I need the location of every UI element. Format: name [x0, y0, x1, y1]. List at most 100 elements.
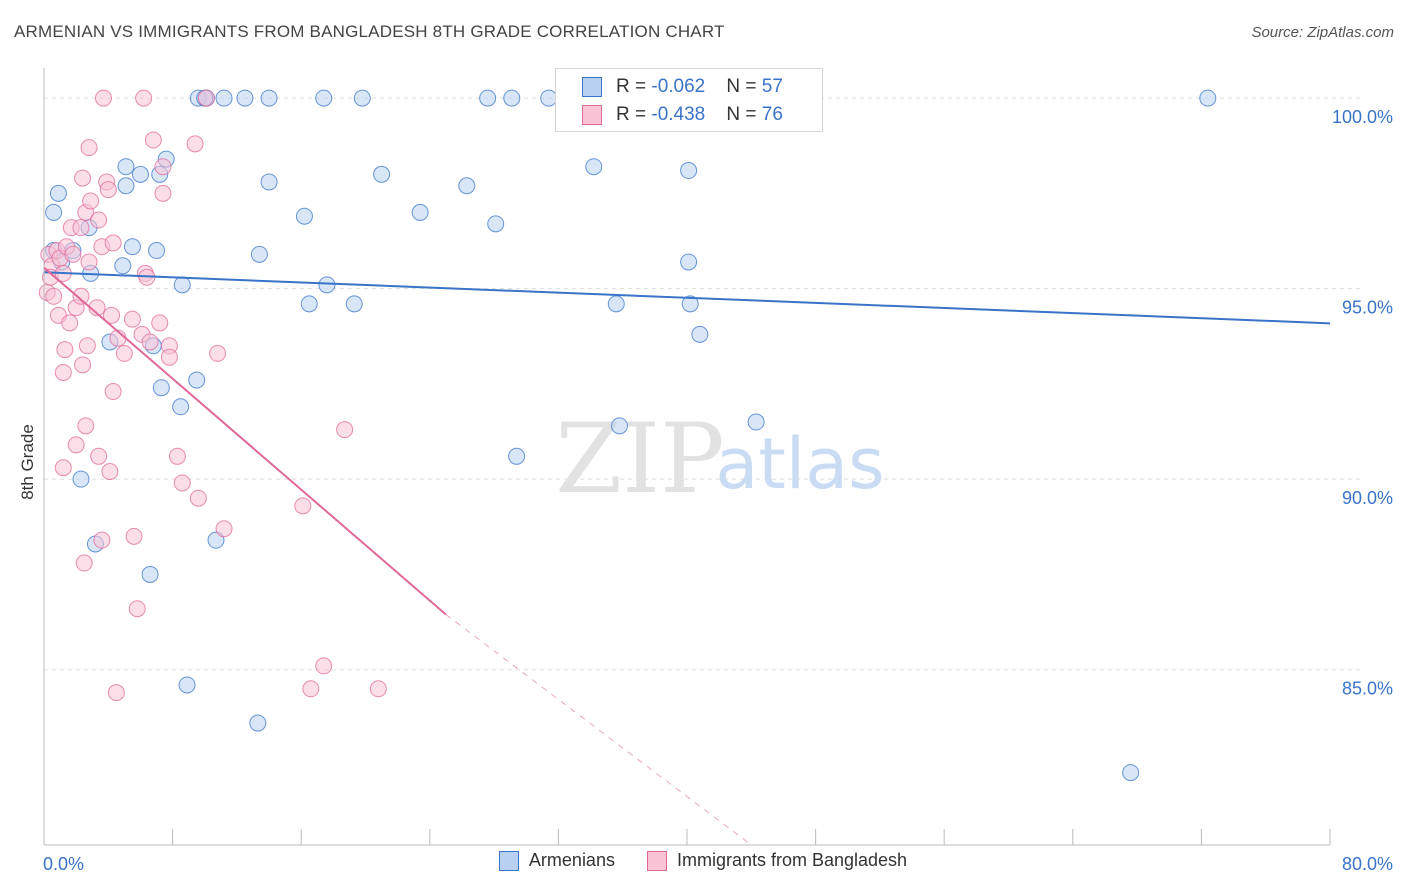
bangladesh-point[interactable] [215, 520, 233, 538]
armenians-point[interactable] [503, 89, 521, 107]
bangladesh-point[interactable] [75, 554, 93, 572]
bangladesh-point[interactable] [90, 211, 108, 229]
armenians-point[interactable] [680, 162, 698, 180]
bangladesh-point[interactable] [141, 333, 159, 351]
armenians-point[interactable] [691, 325, 709, 343]
armenians-point[interactable] [680, 253, 698, 271]
armenians-point[interactable] [215, 89, 233, 107]
armenians-point[interactable] [1122, 764, 1140, 782]
armenians-point[interactable] [318, 276, 336, 294]
bangladesh-point[interactable] [56, 341, 74, 359]
bangladesh-point[interactable] [125, 527, 143, 545]
armenians-point[interactable] [373, 165, 391, 183]
armenians-point[interactable] [458, 177, 476, 195]
bangladesh-point[interactable] [61, 314, 79, 332]
bangladesh-point[interactable] [54, 363, 72, 381]
bangladesh-point[interactable] [189, 489, 207, 507]
armenians-point[interactable] [610, 417, 628, 435]
bangladesh-point[interactable] [103, 306, 121, 324]
armenians-point[interactable] [114, 257, 132, 275]
armenians-point[interactable] [607, 295, 625, 313]
armenians-point[interactable] [131, 165, 149, 183]
armenians-point[interactable] [479, 89, 497, 107]
bangladesh-point[interactable] [82, 192, 100, 210]
armenians-point[interactable] [315, 89, 333, 107]
bangladesh-point[interactable] [67, 436, 85, 454]
armenians-point[interactable] [681, 295, 699, 313]
bangladesh-point[interactable] [54, 459, 72, 477]
bangladesh-point[interactable] [78, 337, 96, 355]
bangladesh-point[interactable] [94, 89, 112, 107]
armenians-point[interactable] [585, 158, 603, 176]
armenians-point[interactable] [45, 203, 63, 221]
bangladesh-point[interactable] [135, 89, 153, 107]
bangladesh-point[interactable] [74, 169, 92, 187]
armenians-point[interactable] [178, 676, 196, 694]
armenians-point[interactable] [345, 295, 363, 313]
armenians-point[interactable] [172, 398, 190, 416]
bangladesh-point[interactable] [115, 344, 133, 362]
armenians-point[interactable] [148, 242, 166, 260]
bangladesh-point[interactable] [144, 131, 162, 149]
bangladesh-point[interactable] [154, 158, 172, 176]
armenians-point[interactable] [508, 447, 526, 465]
armenians-point[interactable] [487, 215, 505, 233]
bangladesh-point[interactable] [294, 497, 312, 515]
armenians-point[interactable] [1199, 89, 1217, 107]
bangladesh-point[interactable] [168, 447, 186, 465]
bangladesh-point[interactable] [107, 684, 125, 702]
bangladesh-point[interactable] [302, 680, 320, 698]
bangladesh-point[interactable] [74, 356, 92, 374]
armenians-point[interactable] [123, 238, 141, 256]
bangladesh-point[interactable] [369, 680, 387, 698]
armenians-point[interactable] [117, 177, 135, 195]
bangladesh-point[interactable] [173, 474, 191, 492]
legend-item-bangladesh[interactable]: Immigrants from Bangladesh [646, 850, 907, 871]
armenians-point[interactable] [411, 203, 429, 221]
armenians-point[interactable] [72, 470, 90, 488]
bangladesh-point[interactable] [104, 234, 122, 252]
bangladesh-point[interactable] [197, 89, 215, 107]
armenians-point[interactable] [188, 371, 206, 389]
y-tick-label: 90.0% [1342, 488, 1393, 508]
bangladesh-point[interactable] [315, 657, 333, 675]
bangladesh-point[interactable] [123, 310, 141, 328]
bangladesh-point[interactable] [128, 600, 146, 618]
bangladesh-point[interactable] [101, 463, 119, 481]
armenians-point[interactable] [260, 89, 278, 107]
armenians-point[interactable] [249, 714, 267, 732]
armenians-point[interactable] [49, 184, 67, 202]
bangladesh-point[interactable] [45, 287, 63, 305]
bangladesh-point[interactable] [160, 348, 178, 366]
bangladesh-point[interactable] [99, 181, 117, 199]
armenians-point[interactable] [141, 565, 159, 583]
bangladesh-point[interactable] [80, 139, 98, 157]
armenians-point[interactable] [300, 295, 318, 313]
bangladesh-point[interactable] [64, 245, 82, 263]
bangladesh-point[interactable] [80, 253, 98, 271]
bangladesh-point[interactable] [186, 135, 204, 153]
r-label: R = [616, 104, 652, 125]
bangladesh-point[interactable] [209, 344, 227, 362]
bangladesh-point[interactable] [336, 421, 354, 439]
bangladesh-point[interactable] [77, 417, 95, 435]
bangladesh-point[interactable] [151, 314, 169, 332]
bangladesh-point[interactable] [72, 287, 90, 305]
armenians-point[interactable] [236, 89, 254, 107]
armenians-point[interactable] [353, 89, 371, 107]
armenians-point[interactable] [250, 245, 268, 263]
bangladesh-point[interactable] [93, 531, 111, 549]
armenians-point[interactable] [747, 413, 765, 431]
legend-item-armenians[interactable]: Armenians [498, 850, 615, 871]
bangladesh-point[interactable] [90, 447, 108, 465]
armenians-point[interactable] [173, 276, 191, 294]
bangladesh-swatch [582, 105, 602, 125]
bangladesh-point[interactable] [104, 383, 122, 401]
armenians-point[interactable] [295, 207, 313, 225]
armenians-point[interactable] [117, 158, 135, 176]
bangladesh-point[interactable] [154, 184, 172, 202]
bangladesh-point[interactable] [72, 219, 90, 237]
armenians-point[interactable] [152, 379, 170, 397]
armenians-point[interactable] [260, 173, 278, 191]
